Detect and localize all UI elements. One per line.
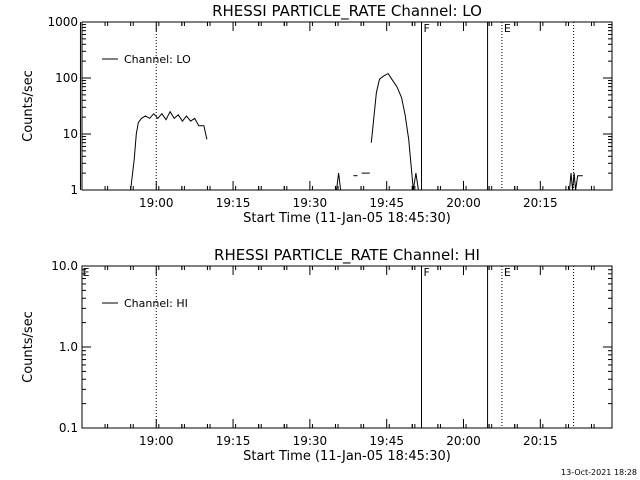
x-tick-label: 19:00 xyxy=(139,434,174,448)
y-tick-label: 0.1 xyxy=(59,421,78,435)
y-axis-label: Counts/sec xyxy=(21,311,36,383)
x-axis-label: Start Time (11-Jan-05 18:45:30) xyxy=(243,449,451,464)
x-tick-label: 19:45 xyxy=(369,434,404,448)
marker-letter: E xyxy=(504,22,511,35)
x-axis-label: Start Time (11-Jan-05 18:45:30) xyxy=(243,211,451,226)
y-tick-label: 10 xyxy=(63,127,78,141)
x-tick-label: 19:45 xyxy=(369,196,404,210)
marker-letter: E xyxy=(504,266,511,279)
legend-label: Channel: LO xyxy=(124,53,191,66)
x-tick-label: 19:30 xyxy=(293,434,328,448)
y-tick-label: 1 xyxy=(70,183,78,197)
y-axis-label: Counts/sec xyxy=(21,70,36,142)
x-tick-label: 20:00 xyxy=(446,196,481,210)
series-line-channel-lo xyxy=(569,173,583,191)
chart-panel-0: RHESSI PARTICLE_RATE Channel: LO Start Ti… xyxy=(21,2,613,226)
y-tick-label: 10.0 xyxy=(51,259,78,273)
y-tick-label: 100 xyxy=(55,71,78,85)
series-line-channel-lo xyxy=(370,72,419,191)
x-tick-label: 19:00 xyxy=(139,196,174,210)
x-tick-label: 20:15 xyxy=(523,196,558,210)
y-tick-label: 1000 xyxy=(47,15,78,29)
chart-title: RHESSI PARTICLE_RATE Channel: HI xyxy=(214,246,480,265)
x-tick-label: 19:30 xyxy=(293,196,328,210)
y-tick-label: 1.0 xyxy=(59,340,78,354)
chart-panel-1: RHESSI PARTICLE_RATE Channel: HI Start Ti… xyxy=(21,246,613,464)
x-tick-label: 19:15 xyxy=(216,196,251,210)
marker-letter: F xyxy=(424,266,430,279)
marker-letter: E xyxy=(82,266,89,279)
marker-letter: F xyxy=(424,22,430,35)
series-line-channel-lo xyxy=(336,173,342,191)
chart-title: RHESSI PARTICLE_RATE Channel: LO xyxy=(212,2,482,21)
series-line-channel-lo xyxy=(130,110,208,191)
plot-frame xyxy=(81,265,613,429)
legend-label: Channel: HI xyxy=(124,297,188,310)
plot-frame xyxy=(81,21,613,191)
x-tick-label: 20:15 xyxy=(523,434,558,448)
x-tick-label: 19:15 xyxy=(216,434,251,448)
timestamp-stamp: 13-Oct-2021 18:28 xyxy=(561,468,637,477)
x-tick-label: 20:00 xyxy=(446,434,481,448)
